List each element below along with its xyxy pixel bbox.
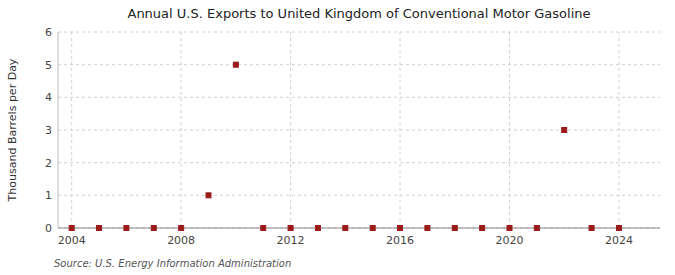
x-tick-label: 2008 [167, 234, 195, 247]
y-tick-label: 2 [45, 157, 52, 170]
x-grid-line [290, 32, 291, 228]
point [151, 226, 156, 231]
point [534, 226, 539, 231]
y-tick-label: 6 [45, 26, 52, 39]
point [261, 226, 266, 231]
x-axis-line [58, 228, 660, 229]
y-tick-label: 1 [45, 189, 52, 202]
y-tick-label: 5 [45, 59, 52, 72]
y-grid-line [58, 32, 660, 33]
point [507, 226, 512, 231]
y-grid-line [58, 97, 660, 98]
y-grid-line [58, 228, 660, 229]
x-grid-line [71, 32, 72, 228]
point [562, 128, 567, 133]
y-grid-line [58, 64, 660, 65]
x-tick-label: 2020 [496, 234, 524, 247]
x-tick-label: 2016 [386, 234, 414, 247]
y-tick-label: 3 [45, 124, 52, 137]
point [288, 226, 293, 231]
y-axis-label: Thousand Barrels per Day [6, 58, 19, 202]
source-note: Source: U.S. Energy Information Administ… [54, 258, 291, 269]
point [206, 193, 211, 198]
y-tick-label: 0 [45, 222, 52, 235]
point [589, 226, 594, 231]
x-grid-line [618, 32, 619, 228]
point [69, 226, 74, 231]
point [616, 226, 621, 231]
point [233, 62, 238, 67]
x-grid-line [509, 32, 510, 228]
grid [58, 32, 660, 228]
point [370, 226, 375, 231]
y-grid-line [58, 195, 660, 196]
points [69, 62, 621, 230]
x-tick-label: 2012 [277, 234, 305, 247]
point [315, 226, 320, 231]
y-grid-line [58, 162, 660, 163]
point [398, 226, 403, 231]
y-grid-line [58, 130, 660, 131]
title: Annual U.S. Exports to United Kingdom of… [127, 6, 590, 21]
x-tick-label: 2024 [605, 234, 633, 247]
x-grid-line [181, 32, 182, 228]
y-axis-line [58, 32, 59, 228]
y-tick-label: 4 [45, 91, 52, 104]
x-tick-label: 2004 [58, 234, 86, 247]
chart: Annual U.S. Exports to United Kingdom of… [0, 0, 675, 275]
point [343, 226, 348, 231]
point [480, 226, 485, 231]
point [452, 226, 457, 231]
point [179, 226, 184, 231]
point [124, 226, 129, 231]
point [425, 226, 430, 231]
point [97, 226, 102, 231]
x-grid-line [400, 32, 401, 228]
